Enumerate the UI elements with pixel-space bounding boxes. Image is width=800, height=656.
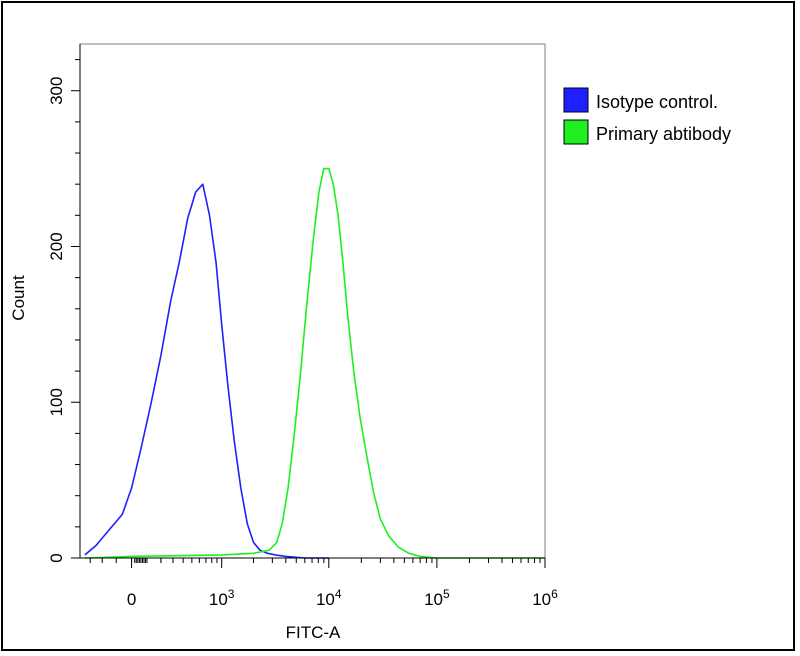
- series-line-isotype-control: [84, 183, 329, 559]
- legend-entry-isotype-control: Isotype control.: [563, 87, 718, 113]
- y-tick-label: 0: [47, 553, 66, 562]
- plot-area: [79, 43, 546, 559]
- x-tick-exponent: 3: [228, 587, 235, 601]
- legend-label-isotype-control: Isotype control.: [596, 92, 718, 112]
- x-tick-exponent: 4: [335, 587, 342, 601]
- series-layer: [84, 167, 545, 559]
- x-tick-label: 104: [316, 587, 342, 609]
- plot-background: [80, 44, 545, 558]
- y-tick-label: 200: [47, 232, 66, 260]
- x-axis: 0 103 104 105 106: [80, 557, 558, 609]
- y-axis-label: Count: [9, 275, 28, 321]
- y-axis: 0 100 200 300: [47, 44, 81, 563]
- legend: Isotype control. Primary abtibody: [563, 87, 731, 145]
- x-axis-label: FITC-A: [286, 623, 341, 642]
- x-tick-exponent: 5: [443, 587, 450, 601]
- y-tick-label: 300: [47, 77, 66, 105]
- legend-entry-primary-abtibody: Primary abtibody: [563, 119, 731, 145]
- x-tick-label: 0: [127, 590, 136, 609]
- series-line-primary-abtibody: [84, 167, 545, 559]
- legend-swatch-isotype-control: [563, 87, 589, 113]
- legend-label-primary-abtibody: Primary abtibody: [596, 124, 731, 144]
- x-tick-label: 106: [532, 587, 558, 609]
- x-tick-label: 103: [209, 587, 235, 609]
- x-tick-label: 105: [424, 587, 450, 609]
- legend-swatch-primary-abtibody: [563, 119, 589, 145]
- y-tick-label: 100: [47, 388, 66, 416]
- x-tick-exponent: 6: [551, 587, 558, 601]
